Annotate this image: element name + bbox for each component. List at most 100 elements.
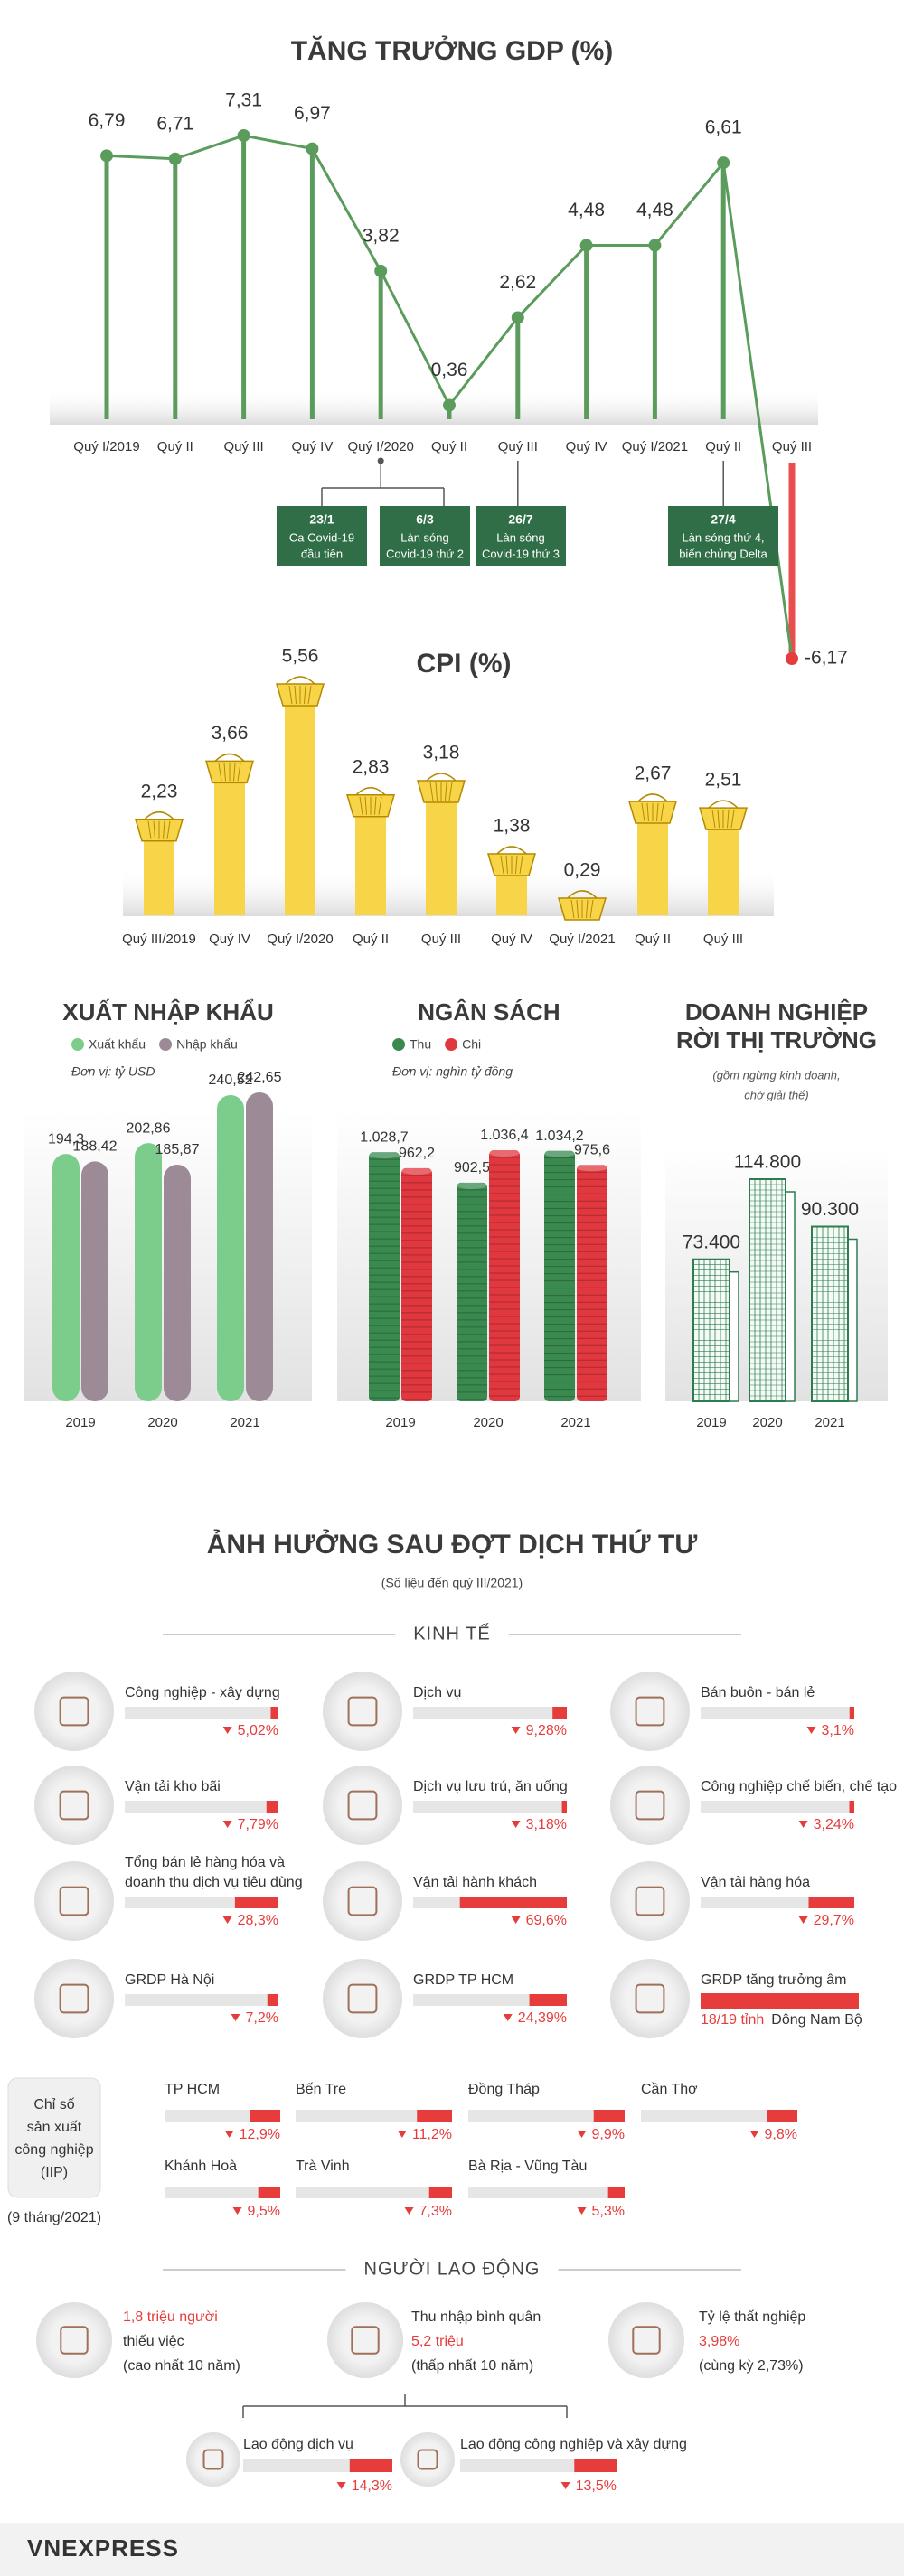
- bar: [267, 1994, 278, 2006]
- bar: [81, 1161, 108, 1401]
- basket-slat: [500, 855, 504, 875]
- bar-track: [701, 1801, 854, 1813]
- icon-bg: [608, 2302, 684, 2378]
- bar: [246, 1092, 273, 1401]
- bar: [544, 1150, 575, 1401]
- basket-slat: [711, 810, 716, 829]
- down-triangle: [806, 1727, 816, 1734]
- basket-slat: [570, 899, 575, 919]
- chart-title: DOANH NGHIỆP: [685, 998, 868, 1026]
- item-label: Vận tải hàng hóa: [701, 1875, 810, 1890]
- point: [786, 652, 798, 665]
- bar: [849, 1801, 854, 1813]
- value-label: 6,71: [156, 113, 193, 134]
- value-label: 4,48: [636, 200, 673, 220]
- point: [717, 156, 730, 170]
- basket-handle: [567, 890, 598, 899]
- down-triangle: [577, 2207, 587, 2215]
- basket-slat: [641, 802, 645, 822]
- x-tick-label: Quý III/2019: [122, 932, 196, 947]
- bar: [164, 1165, 191, 1401]
- down-triangle: [404, 2207, 414, 2215]
- value-label: 2,23: [141, 781, 178, 801]
- highlight-text: (cao nhất 10 năm): [123, 2358, 240, 2374]
- basket-slat: [364, 796, 367, 815]
- value-label: 9,28%: [526, 1723, 567, 1738]
- chart-title: CPI (%): [417, 649, 512, 679]
- bar: [708, 813, 739, 915]
- bar-track: [413, 1994, 567, 2006]
- chart-title: TĂNG TRƯỞNG GDP (%): [291, 35, 614, 66]
- chart-title: XUẤT NHẬP KHẨU: [62, 998, 274, 1026]
- bar-track: [125, 1707, 278, 1719]
- item-label: doanh thu dịch vụ tiêu dùng: [125, 1875, 303, 1890]
- value-label: -6,17: [805, 648, 848, 669]
- icon-bg: [610, 1672, 690, 1751]
- bar: [577, 1165, 607, 1401]
- annotation-text: Covid-19 thứ 2: [386, 547, 464, 560]
- iip-label: sản xuất: [27, 2120, 82, 2135]
- iip-name: Bến Tre: [296, 2082, 346, 2097]
- basket-slat: [288, 685, 293, 705]
- value-label: 7,79%: [238, 1817, 278, 1832]
- icon-glyph: [635, 1886, 665, 1916]
- annotation-text: đầu tiên: [301, 547, 343, 560]
- icon-bg: [34, 1766, 114, 1845]
- point: [443, 398, 456, 412]
- section-heading: NGƯỜI LAO ĐỘNG: [364, 2258, 541, 2279]
- value-label: 6,97: [294, 103, 331, 124]
- basket-slat: [445, 782, 447, 801]
- bar: [258, 2187, 280, 2198]
- value-label: 185,87: [155, 1142, 200, 1157]
- point: [168, 152, 182, 165]
- annotation-date: 6/3: [416, 512, 434, 527]
- value-label: 3,18: [423, 743, 460, 763]
- basket-handle: [144, 810, 174, 820]
- bar-track: [296, 2187, 452, 2198]
- basket-slat: [660, 802, 664, 822]
- iip-label: công nghiệp: [14, 2142, 93, 2158]
- bar: [285, 689, 315, 915]
- bar: [355, 800, 386, 915]
- annotation-text: Ca Covid-19: [289, 530, 354, 544]
- icon-glyph: [351, 2326, 380, 2355]
- x-tick-label: 2019: [385, 1415, 415, 1430]
- iip-label: Chỉ số: [33, 2097, 74, 2112]
- x-tick-label: Quý II: [705, 439, 741, 454]
- highlight-text: Tỷ lệ thất nghiệp: [699, 2309, 805, 2325]
- icon-glyph: [347, 1983, 378, 2014]
- basket-slat: [448, 782, 453, 801]
- bar-full: [701, 1993, 859, 2009]
- unit-label: Đơn vị: nghìn tỷ đồng: [392, 1064, 513, 1079]
- basket-slat: [717, 810, 720, 829]
- value-label: 9,5%: [248, 2204, 280, 2219]
- value-label: 0,36: [431, 360, 468, 380]
- icon-glyph: [417, 2449, 438, 2470]
- bar: [529, 1994, 567, 2006]
- iip-box: [7, 2077, 101, 2198]
- basket-slat: [730, 810, 735, 829]
- icon-glyph: [632, 2326, 661, 2355]
- basket-slat: [307, 685, 312, 705]
- highlight-value: 5,2 triệu: [411, 2334, 464, 2349]
- bar-track: [296, 2110, 452, 2122]
- value-label: 2,62: [499, 272, 536, 293]
- down-triangle: [560, 2482, 570, 2489]
- bar: [369, 1152, 400, 1401]
- x-tick-label: 2021: [815, 1415, 844, 1430]
- coin-top: [457, 1181, 487, 1189]
- coin-top: [489, 1149, 520, 1157]
- down-triangle: [511, 1727, 521, 1734]
- value-label: 2,51: [705, 770, 742, 791]
- chart-subtitle: (gồm ngừng kinh doanh,: [712, 1068, 840, 1082]
- bar: [607, 2187, 625, 2198]
- bar-track: [125, 1994, 278, 2006]
- icon-glyph: [347, 1886, 378, 1916]
- basket-slat: [435, 782, 438, 801]
- bar: [459, 1897, 567, 1908]
- section-title: ẢNH HƯỞNG SAU ĐỢT DỊCH THỨ TƯ: [207, 1529, 698, 1560]
- icon-glyph: [59, 1696, 89, 1727]
- bar-track: [701, 1707, 854, 1719]
- x-tick-label: 2021: [560, 1415, 590, 1430]
- icon-bg: [327, 2302, 403, 2378]
